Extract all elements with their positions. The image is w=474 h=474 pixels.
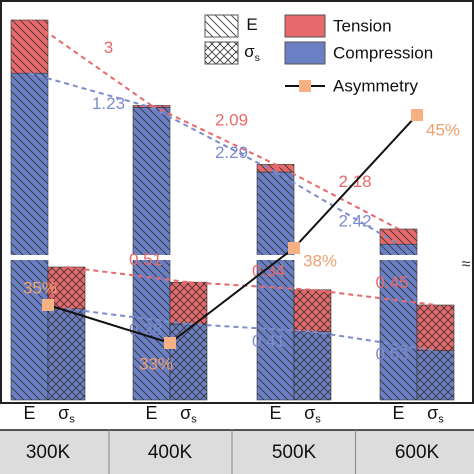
bar-segment <box>47 308 86 401</box>
measure-symbol: σ <box>58 403 69 423</box>
measure-symbol: E <box>23 403 35 423</box>
measure-subscript: s <box>69 413 75 425</box>
measure-symbol: σ <box>180 403 191 423</box>
bar-segment <box>10 72 49 401</box>
ratio-label: 2.09 <box>215 110 248 129</box>
measure-symbol: σ <box>244 42 255 61</box>
asymmetry-label: 33% <box>139 354 173 373</box>
bar-segment <box>293 331 332 401</box>
measure-label: E <box>23 403 35 423</box>
measure-label: E <box>145 403 157 423</box>
ratio-label: 0.34 <box>252 261 285 280</box>
ratio-label: 3 <box>104 38 113 57</box>
bar-segment <box>416 304 455 351</box>
bar-segment <box>379 243 418 401</box>
measure-subscript: s <box>255 52 260 64</box>
bar-segment <box>169 323 208 401</box>
measure-label: E <box>269 403 281 423</box>
legend-label: Compression <box>333 43 433 62</box>
overlays: 32.092.181.232.292.420.510.340.450.280.4… <box>23 19 460 373</box>
frame <box>0 0 474 404</box>
category-label: 300K <box>26 442 71 463</box>
legend-label: Tension <box>333 16 392 35</box>
asymmetry-label: 45% <box>426 120 460 139</box>
category-label: 400K <box>148 442 193 463</box>
category-label: 600K <box>395 442 440 463</box>
ratio-label: 0.51 <box>129 250 162 269</box>
legend-swatch <box>284 41 326 65</box>
ratio-line <box>151 104 276 166</box>
ratio-label: 1.23 <box>92 94 125 113</box>
measure-label: E <box>246 15 257 34</box>
measure-subscript: s <box>191 413 197 425</box>
ratio-line <box>188 323 313 333</box>
measure-symbol: σ <box>304 403 315 423</box>
axis-break-mark: ≈ <box>462 256 471 273</box>
ratio-label: 2.42 <box>338 212 371 231</box>
measure-label: σs <box>427 403 444 426</box>
ratio-label: 0.53 <box>375 345 408 364</box>
ratio-label: 0.45 <box>375 273 408 292</box>
measure-symbol: E <box>269 403 281 423</box>
measure-label: E <box>392 403 404 423</box>
legend-hatch <box>204 41 239 65</box>
axis-break <box>2 255 472 260</box>
legend-swatch <box>284 14 326 38</box>
asymmetry-line <box>47 114 418 345</box>
ratio-line <box>312 288 436 306</box>
category-label: 500K <box>272 442 317 463</box>
bar-segment <box>293 289 332 332</box>
ratio-label: 2.29 <box>215 143 248 162</box>
measure-label: σs <box>58 403 75 426</box>
asymmetry-marker <box>164 337 176 349</box>
asymmetry-label: 35% <box>23 278 57 297</box>
bar-segment <box>416 350 455 401</box>
bar-segment <box>256 164 295 173</box>
ratio-label: 0.41 <box>252 331 285 350</box>
measure-label: σs <box>180 403 197 426</box>
legend-label: Asymmetry <box>333 76 419 95</box>
measure-subscript: s <box>438 413 444 425</box>
category-band <box>0 430 474 474</box>
measure-label: σs <box>244 42 260 63</box>
measure-symbol: E <box>145 403 157 423</box>
ratio-line <box>312 330 436 352</box>
measure-symbol: E <box>392 403 404 423</box>
asymmetry-marker <box>411 109 423 121</box>
measure-subscript: s <box>315 413 321 425</box>
legend-hatch <box>204 14 239 38</box>
asymmetry-marker <box>42 299 54 311</box>
legend: Eσs Tension Compression Asymmetry <box>204 14 433 95</box>
ratio-line <box>188 281 313 291</box>
legend-marker <box>299 80 311 92</box>
bar-segment <box>10 19 49 74</box>
ratio-line <box>28 19 153 107</box>
measure-symbol: E <box>246 15 257 34</box>
ratio-label: 0.28 <box>129 320 162 339</box>
ratio-line <box>66 307 189 325</box>
measure-symbol: σ <box>427 403 438 423</box>
ratio-line <box>29 72 152 109</box>
asymmetry-marker <box>288 242 300 254</box>
ratio-line <box>66 266 189 284</box>
ratio-line <box>274 171 400 246</box>
measure-label: σs <box>304 403 321 426</box>
asymmetry-label: 38% <box>303 251 337 270</box>
